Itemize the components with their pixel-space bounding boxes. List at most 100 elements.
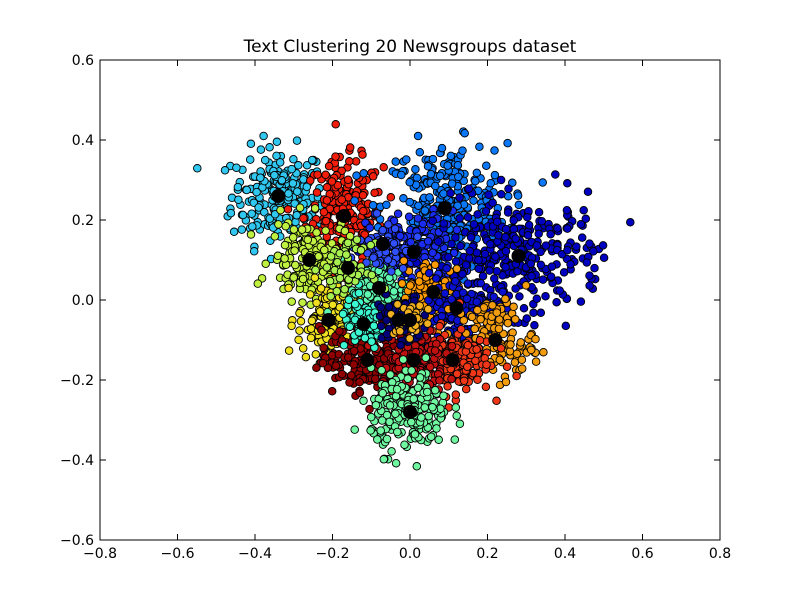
scatter-point-cluster-7 [363, 290, 373, 299]
scatter-point-cluster-4 [458, 269, 467, 279]
scatter-point-cluster-4 [523, 230, 533, 240]
scatter-point-cluster-4 [536, 260, 546, 270]
scatter-point-cluster-14 [373, 435, 382, 444]
cluster-centroid-13 [406, 353, 421, 367]
x-tick-label: −0.8 [83, 546, 117, 562]
scatter-point-cluster-5 [261, 259, 270, 269]
scatter-point-cluster-5 [303, 235, 313, 245]
scatter-point-cluster-4 [509, 216, 518, 225]
scatter-point-cluster-0 [302, 182, 312, 192]
scatter-point-cluster-1 [327, 177, 337, 186]
scatter-point-cluster-11 [451, 390, 461, 399]
scatter-point-cluster-3 [423, 237, 433, 246]
scatter-point-cluster-2 [460, 128, 469, 138]
scatter-point-cluster-4 [541, 292, 550, 301]
scatter-point-cluster-16 [376, 303, 386, 312]
scatter-point-cluster-4 [498, 271, 507, 280]
scatter-point-cluster-1 [368, 172, 378, 181]
scatter-point-cluster-2 [399, 194, 408, 203]
scatter-point-cluster-4 [501, 224, 511, 234]
scatter-point-cluster-4 [566, 260, 575, 269]
scatter-point-cluster-4 [572, 242, 581, 251]
scatter-point-cluster-11 [482, 360, 491, 369]
scatter-point-cluster-4 [466, 233, 476, 242]
scatter-point-cluster-2 [425, 193, 434, 202]
scatter-point-cluster-6 [295, 326, 304, 335]
scatter-point-cluster-5 [274, 220, 283, 229]
scatter-point-cluster-0 [256, 145, 266, 154]
scatter-point-cluster-4 [589, 247, 598, 256]
scatter-point-cluster-2 [472, 168, 482, 178]
scatter-point-cluster-2 [508, 178, 517, 188]
scatter-point-cluster-4 [456, 241, 465, 251]
scatter-point-cluster-0 [299, 175, 308, 184]
scatter-point-cluster-0 [277, 176, 287, 185]
scatter-point-cluster-5 [280, 240, 290, 250]
scatter-point-cluster-10 [501, 377, 511, 387]
scatter-point-cluster-15 [360, 333, 370, 343]
scatter-point-cluster-11 [492, 396, 501, 406]
scatter-point-cluster-4 [501, 232, 510, 242]
scatter-point-cluster-1 [306, 176, 315, 185]
scatter-point-cluster-4 [576, 220, 586, 229]
scatter-point-cluster-2 [414, 201, 423, 210]
scatter-point-cluster-0 [284, 189, 293, 198]
cluster-centroid-1 [337, 209, 352, 223]
scatter-point-cluster-0 [307, 155, 317, 165]
scatter-point-cluster-15 [345, 322, 355, 331]
scatter-point-cluster-13 [435, 376, 444, 385]
scatter-point-cluster-4 [563, 179, 572, 188]
scatter-point-cluster-0 [287, 164, 296, 174]
scatter-point-cluster-17 [398, 264, 408, 273]
scatter-point-cluster-11 [456, 324, 466, 334]
scatter-point-cluster-4 [484, 190, 493, 199]
centroids-layer [271, 189, 526, 419]
scatter-point-cluster-4 [579, 205, 588, 215]
scatter-point-cluster-6 [296, 316, 306, 326]
scatter-point-cluster-2 [513, 191, 523, 200]
scatter-point-cluster-9 [440, 289, 450, 298]
scatter-point-cluster-4 [585, 239, 594, 248]
scatter-point-cluster-11 [496, 344, 506, 353]
scatter-point-cluster-0 [254, 203, 263, 212]
scatter-point-cluster-11 [473, 375, 482, 385]
scatter-point-cluster-18 [326, 292, 335, 301]
scatter-point-cluster-2 [439, 189, 448, 198]
scatter-point-cluster-1 [312, 188, 322, 197]
scatter-point-cluster-17 [390, 224, 400, 233]
scatter-point-cluster-2 [454, 172, 463, 182]
scatter-point-cluster-0 [193, 164, 202, 173]
scatter-point-cluster-4 [547, 262, 557, 271]
scatter-point-cluster-1 [343, 175, 353, 185]
cluster-centroid-16 [391, 313, 406, 327]
scatter-point-cluster-12 [371, 374, 380, 383]
scatter-point-cluster-2 [475, 142, 484, 151]
scatter-point-cluster-14 [378, 388, 387, 398]
scatter-point-cluster-0 [246, 139, 256, 149]
scatter-point-cluster-18 [333, 257, 342, 267]
scatter-point-cluster-15 [354, 288, 364, 298]
scatter-point-cluster-0 [265, 143, 274, 152]
scatter-point-cluster-13 [430, 346, 440, 355]
ticks-layer: −0.8 −0.6 −0.4 −0.2 0.0 0.2 0.4 0.6 0.8−0.6−0.4−… [60, 53, 731, 562]
scatter-point-cluster-4 [523, 213, 532, 222]
scatter-point-cluster-4 [598, 241, 608, 250]
scatter-point-cluster-0 [220, 166, 230, 175]
scatter-point-cluster-5 [290, 246, 299, 255]
scatter-point-cluster-2 [382, 200, 391, 210]
cluster-centroid-11 [445, 353, 460, 367]
scatter-point-cluster-0 [245, 155, 255, 164]
scatter-point-cluster-6 [315, 307, 325, 316]
cluster-centroid-17 [375, 237, 390, 251]
scatter-point-cluster-19 [415, 301, 424, 310]
scatter-point-cluster-4 [563, 246, 572, 255]
scatter-point-cluster-5 [270, 232, 280, 241]
scatter-point-cluster-2 [469, 196, 478, 205]
scatter-point-cluster-6 [284, 346, 294, 355]
scatter-point-cluster-5 [291, 260, 300, 270]
scatter-point-cluster-10 [452, 264, 462, 273]
scatter-point-cluster-16 [376, 321, 386, 331]
scatter-point-cluster-10 [531, 357, 541, 366]
scatter-point-cluster-15 [350, 299, 360, 309]
scatter-point-cluster-9 [442, 264, 451, 273]
